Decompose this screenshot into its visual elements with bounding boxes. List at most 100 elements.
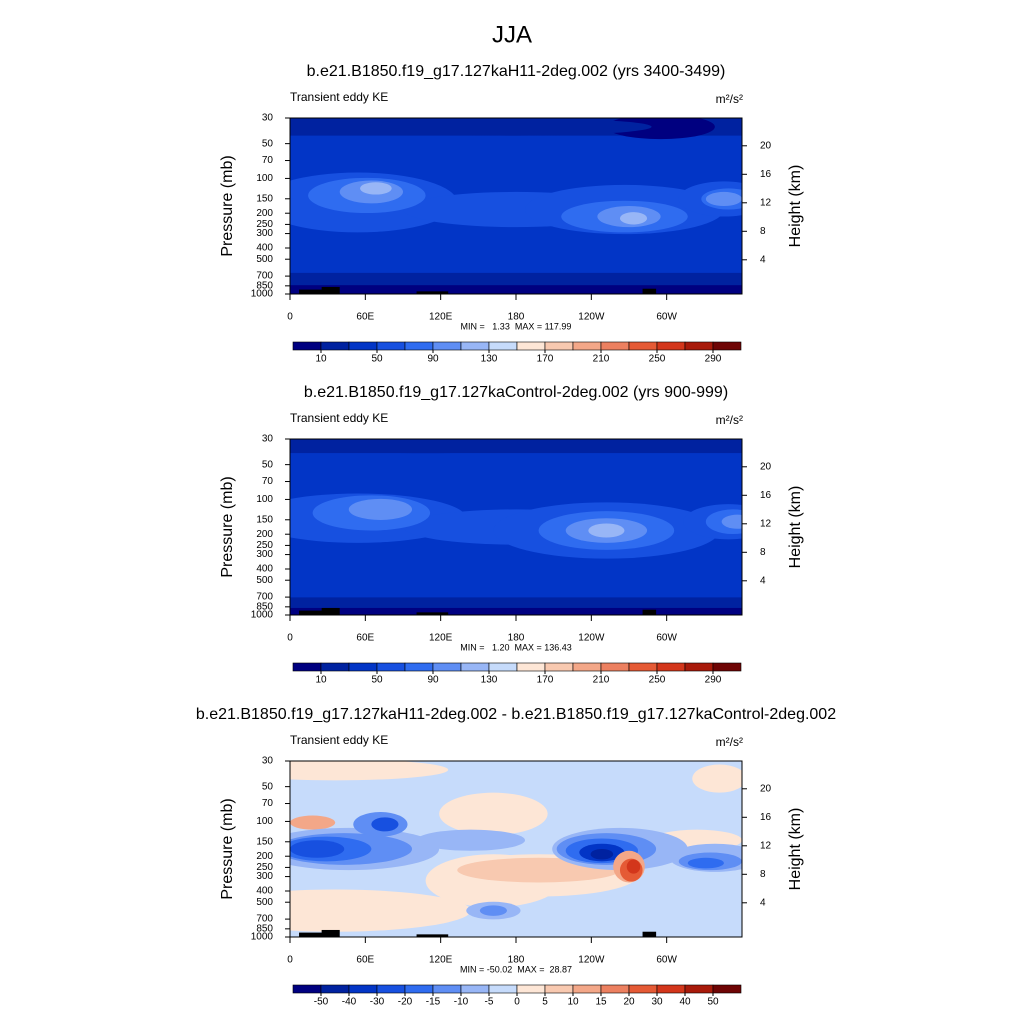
colorbar-box [600,341,630,351]
y-tick-label: 200 [256,208,273,219]
colorbar-box [488,662,518,672]
colorbar-box [488,341,518,351]
y2-tick-label: 4 [760,254,766,265]
colorbar-label: 250 [649,354,666,365]
colorbar-box [544,341,574,351]
orography [416,291,449,294]
colorbar-label: 0 [514,997,520,1008]
contour-field [290,439,742,615]
orography [321,929,340,937]
contour-region [590,849,614,860]
y-tick-label: 1000 [251,932,274,943]
colorbar-label: -20 [398,997,413,1008]
contour-region [626,859,641,874]
contour-region [360,182,392,195]
y-axis-label: Pressure (mb) [219,155,236,256]
y-tick-label: 200 [256,851,273,862]
x-tick-label: 120W [578,955,605,966]
y-tick-label: 300 [256,228,273,239]
colorbar-box [628,984,658,994]
colorbar-box [488,984,518,994]
x-tick-label: 120E [429,312,453,323]
colorbar-box [684,662,714,672]
y-tick-label: 1000 [251,289,274,300]
colorbar-box [320,341,350,351]
panel-title: b.e21.B1850.f19_g17.127kaH11-2deg.002 (y… [307,63,726,80]
contour-region [687,857,724,869]
orography [642,931,657,937]
colorbar-label: -15 [426,997,441,1008]
y-tick-label: 400 [256,886,273,897]
y-axis-label: Pressure (mb) [219,798,236,899]
colorbar-label: -5 [485,997,494,1008]
orography [321,286,340,294]
colorbar-label: -50 [314,997,329,1008]
colorbar-box [376,341,406,351]
x-tick-label: 0 [287,312,293,323]
colorbar-box [376,984,406,994]
colorbar-box [348,341,378,351]
colorbar-box [516,341,546,351]
colorbar-label: 90 [427,354,439,365]
y-tick-label: 1000 [251,610,274,621]
colorbar-box [460,662,490,672]
y-tick-label: 400 [256,243,273,254]
colorbar-box [348,984,378,994]
y-tick-label: 70 [262,155,274,166]
colorbar-label: 130 [481,354,498,365]
x-tick-label: 0 [287,955,293,966]
contour-region [290,285,742,294]
y-tick-label: 850 [256,923,273,934]
colorbar-box [656,341,686,351]
y-tick-label: 100 [256,173,273,184]
x-tick-label: 60W [656,633,677,644]
contour-region [371,817,399,832]
units: m²/s² [716,735,743,749]
y-tick-label: 250 [256,862,273,873]
colorbar-label: 50 [371,354,383,365]
y-tick-label: 300 [256,871,273,882]
colorbar-box [712,662,742,672]
x-tick-label: 60E [356,312,374,323]
colorbar-box [600,662,630,672]
orography [299,932,336,937]
colorbar-box [712,984,742,994]
y-tick-label: 30 [262,113,274,124]
colorbar-box [460,984,490,994]
x-tick-label: 60E [356,633,374,644]
colorbar-box [432,662,462,672]
panel-subtitle: Transient eddy KE [290,411,388,425]
colorbar-box [572,341,602,351]
orography [299,610,336,615]
y-tick-label: 150 [256,836,273,847]
colorbar-label: 290 [705,675,722,686]
y2-tick-label: 12 [760,197,772,208]
x-tick-label: 60W [656,312,677,323]
colorbar-box [544,984,574,994]
colorbar-label: -10 [454,997,469,1008]
y-tick-label: 400 [256,564,273,575]
contour-region [692,764,742,793]
colorbar-label: -30 [370,997,385,1008]
colorbar-label: 210 [593,675,610,686]
colorbar-label: 30 [651,997,663,1008]
orography [642,609,657,615]
y-tick-label: 250 [256,219,273,230]
contour-region [290,840,345,858]
contour-region [416,829,526,851]
colorbar-box [320,984,350,994]
y2-axis-label: Height (km) [787,165,804,248]
colorbar-box [404,662,434,672]
stats: MIN = -50.02 MAX = 28.87 [460,964,572,974]
colorbar-label: 20 [623,997,635,1008]
contour-region [290,889,471,932]
colorbar-label: 10 [315,675,327,686]
y2-tick-label: 20 [760,461,772,472]
contour-region [705,191,742,207]
y2-axis-label: Height (km) [787,808,804,891]
colorbar-box [404,984,434,994]
colorbar-label: 210 [593,354,610,365]
colorbar-box [460,341,490,351]
orography [416,612,449,615]
contour-field [290,761,742,937]
